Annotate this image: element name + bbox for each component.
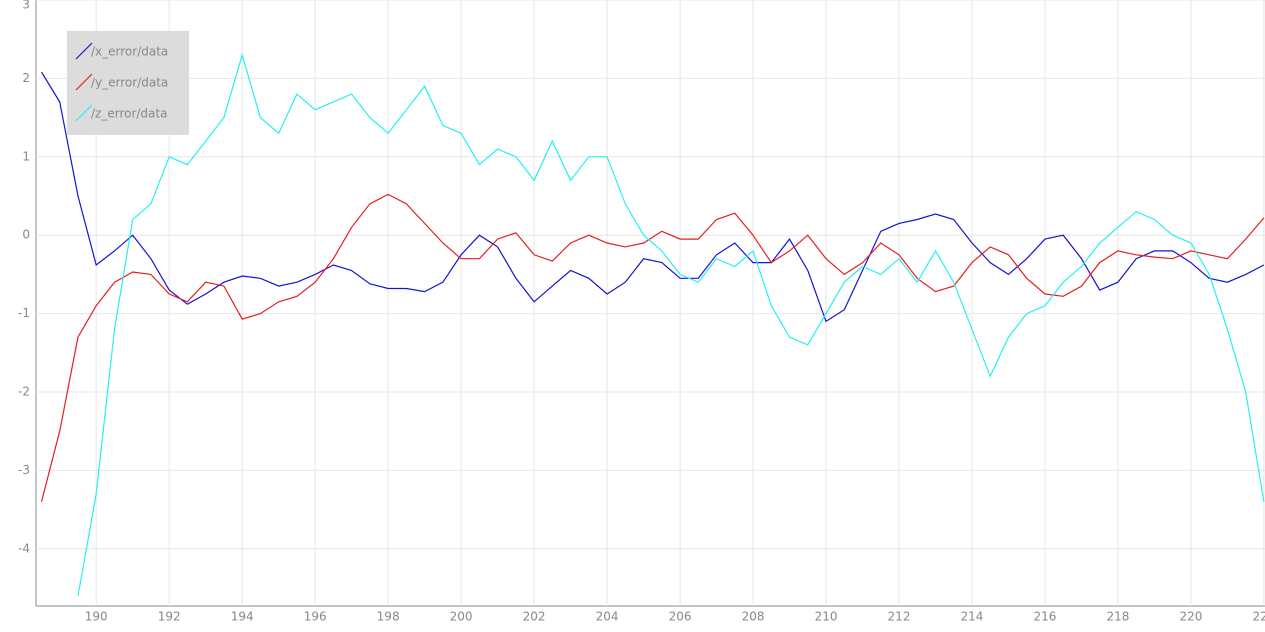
- x-tick-label: 200: [450, 610, 473, 624]
- x-tick-label: 220: [1179, 610, 1202, 624]
- y-tick-label: -2: [18, 384, 30, 398]
- series-line: [40, 71, 1265, 323]
- x-tick-label: 216: [1034, 610, 1057, 624]
- y-tick-label: -3: [18, 463, 30, 477]
- y-tick-label: 3: [22, 0, 30, 12]
- x-tick-label: 190: [85, 610, 108, 624]
- x-tick-label: 222: [1252, 610, 1265, 624]
- legend-label: /z_error/data: [91, 107, 167, 121]
- y-tick-label: -4: [18, 541, 30, 555]
- x-tick-label: 194: [231, 610, 254, 624]
- x-tick-label: 204: [596, 610, 619, 624]
- y-tick-label: -1: [18, 306, 30, 320]
- y-tick-label: 2: [22, 71, 30, 85]
- x-tick-label: 192: [158, 610, 181, 624]
- legend-swatch: [75, 73, 93, 91]
- x-tick-label: 206: [669, 610, 692, 624]
- x-tick-label: 196: [304, 610, 327, 624]
- legend: /x_error/data/y_error/data/z_error/data: [67, 31, 189, 135]
- x-tick-label: 208: [742, 610, 765, 624]
- series-line: [77, 52, 1265, 596]
- y-tick-label: 0: [22, 228, 30, 242]
- x-tick-label: 210: [815, 610, 838, 624]
- x-tick-label: 212: [888, 610, 911, 624]
- series-line: [40, 193, 1265, 502]
- legend-label: /x_error/data: [91, 45, 168, 59]
- legend-label: /y_error/data: [91, 76, 168, 90]
- legend-swatch: [75, 104, 93, 122]
- legend-swatch: [75, 42, 93, 60]
- y-tick-label: 1: [22, 149, 30, 163]
- x-tick-label: 218: [1106, 610, 1129, 624]
- x-tick-label: 198: [377, 610, 400, 624]
- x-tick-label: 202: [523, 610, 546, 624]
- x-tick-label: 214: [961, 610, 984, 624]
- grid: [36, 0, 1265, 606]
